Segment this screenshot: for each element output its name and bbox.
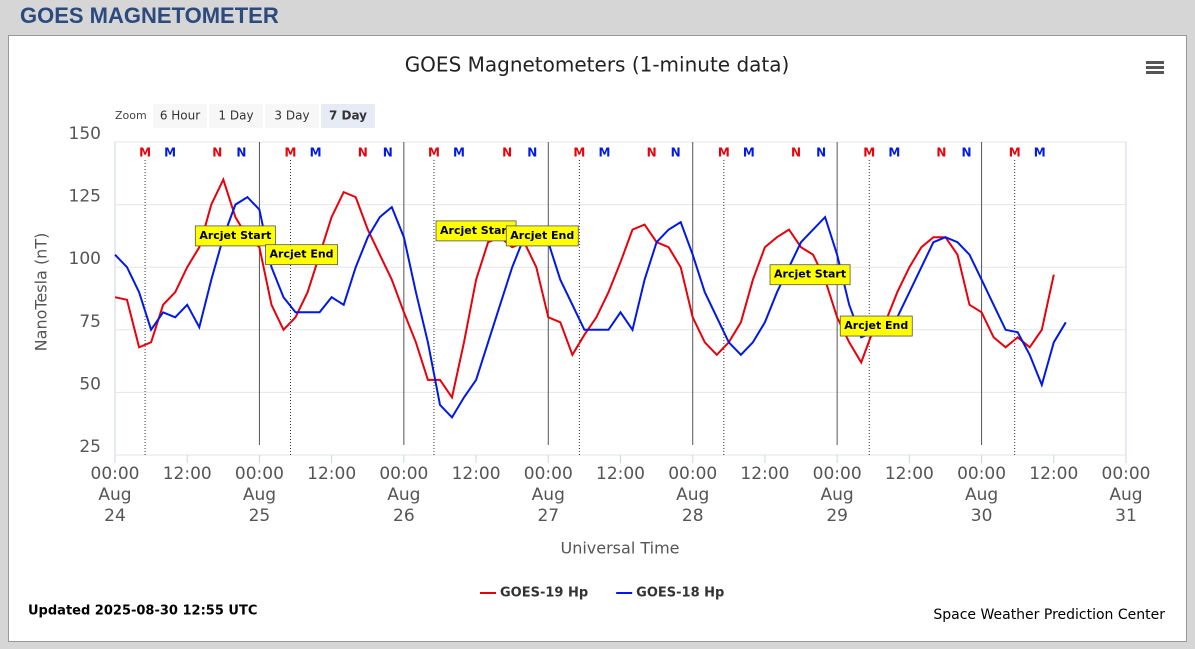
marker-label: M [573, 146, 585, 160]
menu-icon[interactable] [1146, 61, 1164, 74]
x-tick-label: 00:00 Aug 31 [1102, 464, 1151, 526]
zoom-label: Zoom [115, 109, 147, 122]
annotation-text: Arcjet End [844, 319, 908, 332]
page-title: GOES MAGNETOMETER [20, 3, 279, 28]
x-tick-label: 12:00 [1029, 464, 1078, 484]
annotation-text: Arcjet End [270, 248, 334, 261]
chart-panel [8, 35, 1187, 642]
legend-label: GOES-19 Hp [500, 586, 588, 601]
zoom-button-bg [153, 104, 207, 128]
marker-label: N [358, 146, 368, 160]
x-tick-label: 12:00 [596, 464, 645, 484]
y-tick-label: 150 [69, 124, 101, 144]
x-tick-label: 00:00 Aug 28 [668, 464, 717, 526]
y-tick-label: 125 [69, 187, 101, 207]
y-tick-label: 100 [69, 249, 101, 269]
x-tick-label: 12:00 [885, 464, 934, 484]
zoom-button-label: 6 Hour [160, 109, 200, 123]
x-tick-label: 00:00 Aug 25 [235, 464, 284, 526]
annotation: Arcjet End [839, 315, 913, 337]
y-axis-title: NanoTesla (nT) [32, 233, 51, 352]
chart-title: GOES Magnetometers (1-minute data) [405, 53, 790, 77]
marker-label: M [139, 146, 151, 160]
annotation-text: Arcjet Start [774, 268, 846, 281]
marker-label: M [164, 146, 176, 160]
zoom-button[interactable]: 1 Day [209, 104, 263, 128]
x-tick-label: 12:00 [307, 464, 356, 484]
x-tick-label: 00:00 Aug 26 [379, 464, 428, 526]
marker-label: M [1034, 146, 1046, 160]
x-tick-label: 12:00 [163, 464, 212, 484]
legend-label: GOES-18 Hp [636, 586, 724, 601]
annotation-box [505, 225, 579, 247]
marker-label: M [863, 146, 875, 160]
marker-label: N [791, 146, 801, 160]
annotation-box [769, 264, 851, 286]
marker-label: N [502, 146, 512, 160]
annotation: Arcjet Start [435, 220, 517, 242]
annotation-box [839, 315, 913, 337]
x-tick-label: 12:00 [452, 464, 501, 484]
plot-border [114, 141, 1127, 456]
zoom-button-label: 3 Day [274, 109, 309, 123]
x-tick-label: 00:00 Aug 27 [524, 464, 573, 526]
zoom-button-bg [321, 104, 375, 128]
marker-label: N [527, 146, 537, 160]
annotation-text: Arcjet Start [440, 224, 512, 237]
annotation: Arcjet Start [769, 264, 851, 286]
zoom-button-label: 1 Day [218, 109, 253, 123]
series-line [114, 195, 1067, 420]
zoom-button[interactable]: 6 Hour [153, 104, 207, 128]
x-tick-label: 00:00 Aug 30 [957, 464, 1006, 526]
marker-label: N [962, 146, 972, 160]
marker-label: N [383, 146, 393, 160]
x-tick-label: 00:00 Aug 29 [813, 464, 862, 526]
y-tick-label: 75 [79, 312, 101, 332]
zoom-button-bg [209, 104, 263, 128]
marker-label: M [285, 146, 297, 160]
zoom-button-bg [265, 104, 319, 128]
marker-label: N [212, 146, 222, 160]
marker-label: N [647, 146, 657, 160]
annotation: Arcjet End [265, 244, 338, 266]
marker-label: M [1009, 146, 1021, 160]
credits: Space Weather Prediction Center [933, 607, 1165, 623]
marker-label: M [718, 146, 730, 160]
marker-label: M [453, 146, 465, 160]
zoom-button[interactable]: 3 Day [265, 104, 319, 128]
x-axis-title: Universal Time [560, 539, 679, 558]
marker-label: M [310, 146, 322, 160]
annotation: Arcjet Start [194, 225, 276, 247]
annotation-box [265, 244, 338, 266]
marker-label: N [816, 146, 826, 160]
marker-label: N [936, 146, 946, 160]
marker-label: N [236, 146, 246, 160]
marker-label: M [428, 146, 440, 160]
series-line [114, 176, 1055, 400]
marker-label: N [671, 146, 681, 160]
annotation: Arcjet End [505, 225, 579, 247]
zoom-button-label: 7 Day [329, 109, 367, 123]
x-tick-label: 00:00 Aug 24 [91, 464, 140, 526]
marker-label: M [888, 146, 900, 160]
marker-label: M [743, 146, 755, 160]
marker-label: M [598, 146, 610, 160]
annotation-text: Arcjet End [510, 229, 574, 242]
updated: Updated 2025-08-30 12:55 UTC [28, 604, 257, 619]
y-tick-label: 50 [79, 374, 101, 394]
zoom-button[interactable]: 7 Day [321, 104, 375, 128]
y-tick-label: 25 [79, 437, 101, 457]
annotation-text: Arcjet Start [199, 229, 271, 242]
annotation-box [194, 225, 276, 247]
x-tick-label: 12:00 [740, 464, 789, 484]
